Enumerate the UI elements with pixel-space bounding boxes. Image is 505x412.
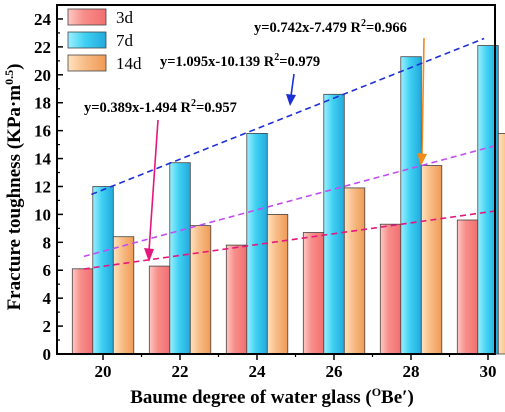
x-tick-label: 24 <box>249 362 267 381</box>
y-tick-label: 22 <box>34 38 51 57</box>
bar-3d-24 <box>225 244 248 355</box>
y-tick-label: 10 <box>34 205 51 224</box>
x-tick-label: 22 <box>172 362 189 381</box>
arrow-7d <box>286 73 296 106</box>
x-axis-title: Baume degree of water glass (OBe′) <box>130 385 414 408</box>
bar-3d-30 <box>456 219 479 355</box>
y-axis-title: Fracture toughness (KPa·m0.5) <box>2 64 25 311</box>
trendline-14d <box>83 144 496 258</box>
bar-14d-26 <box>343 187 366 355</box>
legend-swatch-7d <box>67 31 107 49</box>
bar-7d-28 <box>400 56 422 355</box>
trendline-equation-7d: y=1.095x-10.139 R2=0.979 <box>160 52 320 70</box>
y-tick-label: 0 <box>43 345 52 364</box>
legend-label-14d: 14d <box>116 54 142 73</box>
bar-14d-30 <box>497 132 505 355</box>
bar-3d-28 <box>379 223 402 355</box>
x-axis-ticks: 20 22 24 26 28 30 <box>95 354 497 381</box>
y-tick-label: 2 <box>43 317 52 336</box>
bar-7d-26 <box>323 93 345 355</box>
x-tick-label: 20 <box>95 362 112 381</box>
y-tick-label: 24 <box>34 10 52 29</box>
arrow-14d <box>417 37 427 166</box>
bar-14d-28 <box>420 165 443 355</box>
bar-3d-20 <box>71 268 94 355</box>
legend-swatch-14d <box>67 54 107 72</box>
y-tick-label: 8 <box>43 233 52 252</box>
bars-group <box>71 45 505 355</box>
arrow-3d <box>144 119 159 262</box>
y-tick-label: 4 <box>43 289 52 308</box>
trendline-7d <box>91 37 485 196</box>
y-tick-label: 14 <box>34 150 52 169</box>
y-tick-label: 12 <box>34 177 51 196</box>
y-tick-label: 18 <box>34 94 51 113</box>
bar-7d-20 <box>92 186 114 355</box>
x-tick-label: 28 <box>403 362 420 381</box>
bar-3d-26 <box>302 232 325 355</box>
trendline-equation-14d: y=0.742x-7.479 R2=0.966 <box>254 18 407 36</box>
x-tick-label: 30 <box>480 362 497 381</box>
legend-label-7d: 7d <box>116 31 134 50</box>
bar-14d-24 <box>266 213 289 355</box>
x-tick-label: 26 <box>326 362 343 381</box>
legend-swatch-3d <box>67 8 107 26</box>
bar-7d-22 <box>169 162 191 355</box>
y-tick-label: 20 <box>34 66 51 85</box>
legend-label-3d: 3d <box>116 8 134 27</box>
trendline-equation-3d: y=0.389x-1.494 R2=0.957 <box>84 98 237 116</box>
annotations: y=0.742x-7.479 R2=0.966 y=1.095x-10.139 … <box>84 18 427 262</box>
bar-14d-22 <box>189 225 212 355</box>
legend: 3d 7d 14d <box>67 8 142 73</box>
plot-frame <box>56 4 496 355</box>
bar-3d-22 <box>148 265 171 355</box>
trendlines-group <box>83 37 496 270</box>
y-tick-label: 6 <box>43 261 52 280</box>
y-tick-label: 16 <box>34 122 51 141</box>
bar-14d-20 <box>112 236 135 355</box>
